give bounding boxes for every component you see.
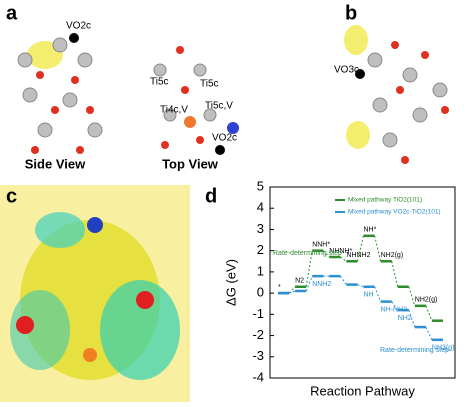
x-axis-title: Reaction Pathway: [310, 383, 415, 398]
connector: [357, 235, 364, 262]
level-label: NH2(g): [415, 297, 438, 304]
connector: [425, 305, 433, 321]
connector: [322, 250, 330, 258]
level-label: NNH2: [312, 281, 331, 288]
connector: [408, 309, 416, 328]
connector: [391, 301, 399, 311]
y-tick-label: -4: [252, 369, 264, 384]
level-label: NHNH*: [329, 248, 352, 255]
panel-b-art: [344, 25, 449, 164]
y-tick-label: 3: [257, 221, 264, 236]
panel-a-art: [17, 33, 239, 155]
caption: Side View: [25, 156, 86, 171]
panel-label: b: [345, 2, 357, 24]
connector: [340, 275, 347, 285]
connector: [374, 235, 382, 262]
energy-chart: -4 -3 -2 -1 0 1 2 3 4 5 ΔG (eV) Reaction Pathway * N2…: [223, 178, 456, 398]
legend-label: Mixed pathway VO2c-TiO2(101): [348, 209, 441, 216]
panel-label: a: [6, 2, 18, 24]
connector: [288, 286, 296, 294]
y-tick-label: -2: [252, 327, 264, 342]
level-label: NH2: [398, 315, 412, 322]
level-label: NH: [364, 292, 374, 299]
y-tick-label: 4: [257, 200, 264, 215]
connector: [288, 290, 296, 294]
level-label: NH*: [364, 227, 377, 234]
connector: [357, 284, 364, 288]
panel-c-art: [0, 185, 190, 402]
panel-label: d: [205, 185, 217, 207]
connector: [305, 275, 313, 292]
annotation: Rate-determining step: [273, 250, 342, 257]
atom-label: Ti5c: [150, 77, 169, 88]
connector: [391, 261, 399, 287]
y-tick-label: 0: [257, 285, 264, 300]
level-label: NH3(g): [432, 345, 455, 352]
panel-label: c: [6, 185, 17, 207]
connector: [408, 286, 416, 306]
y-tick-label: 1: [257, 263, 264, 278]
y-axis-title: ΔG (eV): [223, 259, 238, 306]
connector: [340, 256, 347, 262]
legend-label: Mixed pathway TiO2(101): [348, 197, 422, 204]
plot-frame: [269, 186, 456, 379]
atom-label: Ti4c,V: [160, 105, 188, 116]
atom-label: Ti5c,V: [205, 101, 233, 112]
caption: Top View: [162, 156, 219, 171]
level-label: N2: [295, 278, 304, 285]
atom-label: VO3c: [334, 65, 359, 76]
connector: [425, 326, 433, 341]
annotation: Rate-determining step: [380, 347, 449, 354]
y-tick-label: 2: [257, 242, 264, 257]
atom-label: VO2c: [212, 133, 237, 144]
level-label: *: [278, 284, 281, 291]
atom-label: VO2c: [66, 21, 91, 32]
connector: [374, 286, 382, 302]
y-tick-label: -3: [252, 348, 264, 363]
y-tick-label: 5: [257, 178, 264, 193]
level-label: NH2(g): [381, 252, 404, 259]
level-label: NH-NH2: [381, 306, 408, 313]
level-label: NNH*: [312, 242, 330, 249]
y-tick-label: -1: [252, 306, 264, 321]
atom-label: Ti5c: [200, 79, 219, 90]
